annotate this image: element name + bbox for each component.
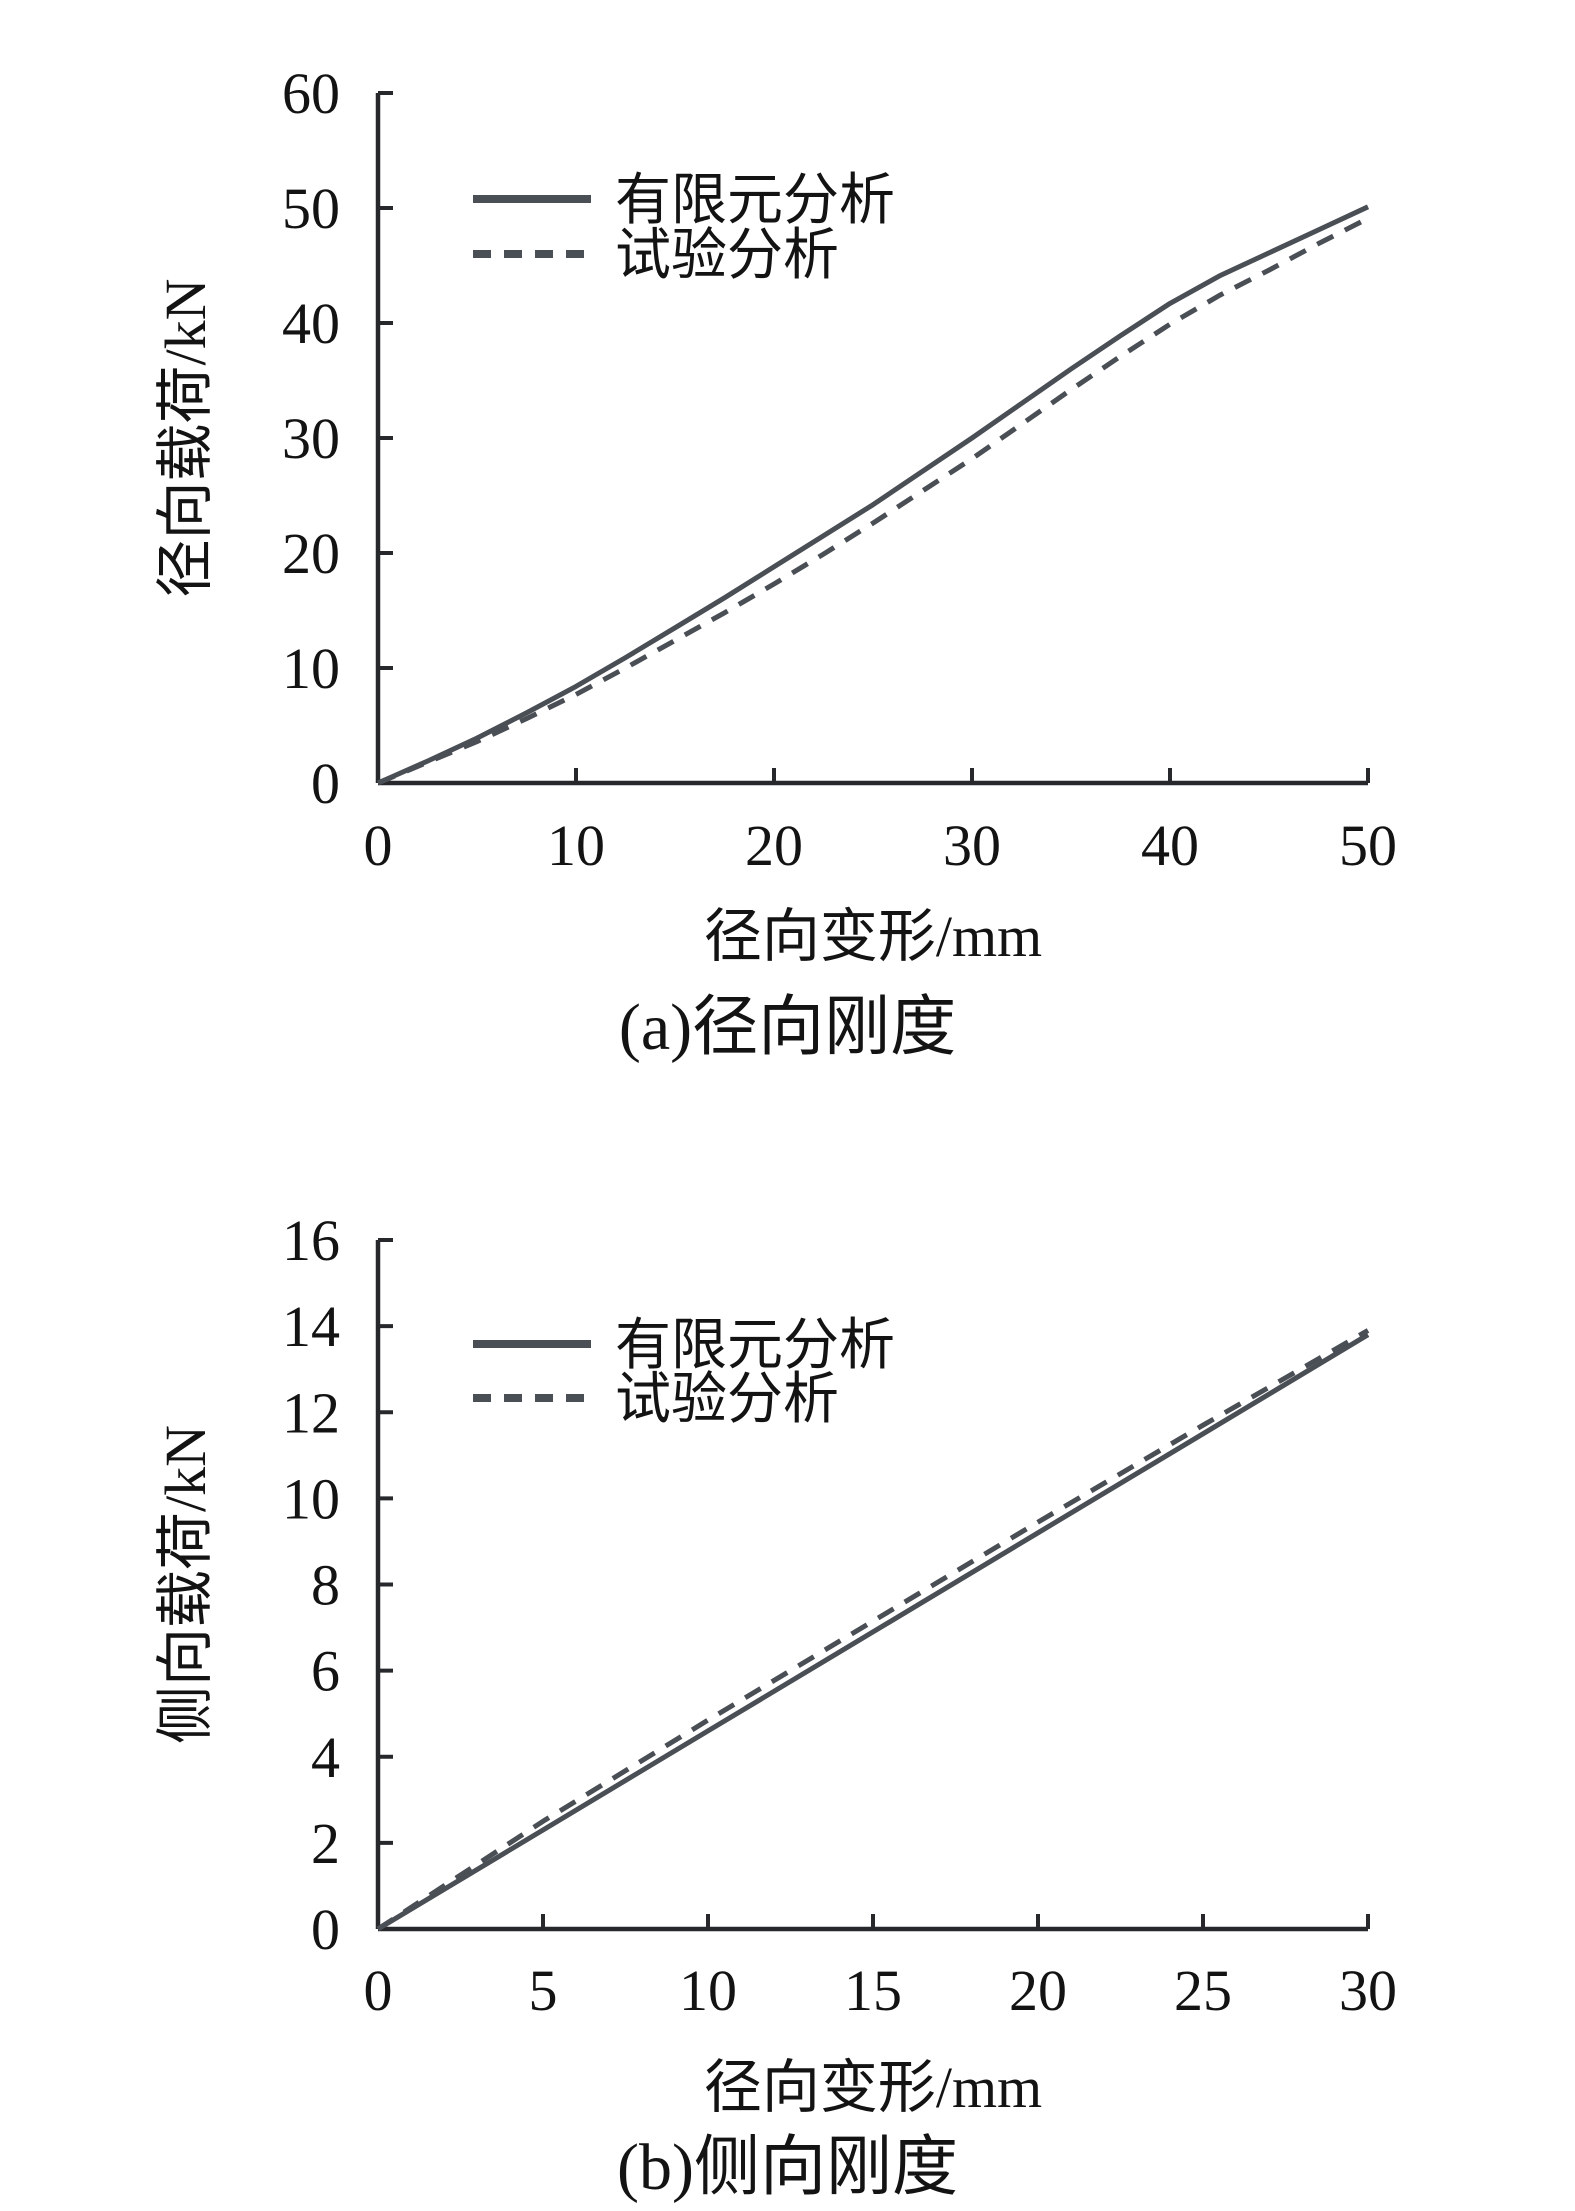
- legend-label: 试验分析: [615, 1369, 839, 1431]
- x-tick-label: 40: [1141, 813, 1199, 878]
- y-tick-label: 12: [282, 1380, 340, 1445]
- y-tick-label: 14: [282, 1294, 340, 1359]
- x-tick-label: 30: [1339, 1958, 1397, 2023]
- y-tick-label: 10: [282, 1466, 340, 1531]
- x-tick-label: 20: [745, 813, 803, 878]
- series-line-solid: [376, 204, 1370, 786]
- y-tick-label: 0: [311, 1897, 340, 1962]
- y-axis-title: 侧向载荷/kN: [153, 1425, 218, 1744]
- x-axis-title: 径向变形/mm: [704, 904, 1042, 969]
- y-tick-label: 30: [282, 406, 340, 471]
- radial-stiffness-chart: 0 10 20 30 40 50 0 10 20 30 40 50 60 有限元分析试验分析径向变形/mm…: [153, 61, 1397, 969]
- y-tick-label: 20: [282, 521, 340, 586]
- x-tick-label: 25: [1174, 1958, 1232, 2023]
- x-tick-label: 20: [1009, 1958, 1067, 2023]
- legend-label: 有限元分析: [615, 1315, 895, 1377]
- y-tick-label: 16: [282, 1208, 340, 1273]
- y-tick-label: 2: [311, 1811, 340, 1876]
- legend-label: 有限元分析: [615, 170, 895, 232]
- chart-a-caption: (a)径向刚度: [618, 991, 957, 1064]
- legend-label: 试验分析: [615, 225, 839, 287]
- y-tick-label: 50: [282, 176, 340, 241]
- series-line-solid: [376, 1332, 1370, 1932]
- x-axis-title: 径向变形/mm: [704, 2055, 1042, 2120]
- y-tick-label: 10: [282, 636, 340, 701]
- x-tick-label: 15: [844, 1958, 902, 2023]
- x-tick-label: 10: [547, 813, 605, 878]
- chart-b-caption: (b)侧向刚度: [617, 2131, 958, 2204]
- x-tick-label: 5: [529, 1958, 558, 2023]
- y-tick-label: 4: [311, 1725, 340, 1790]
- y-axis-title: 径向载荷/kN: [153, 278, 218, 597]
- x-tick-label: 30: [943, 813, 1001, 878]
- y-tick-label: 40: [282, 291, 340, 356]
- y-tick-label: 6: [311, 1639, 340, 1704]
- x-tick-label: 50: [1339, 813, 1397, 878]
- y-tick-label: 0: [311, 751, 340, 816]
- y-tick-label: 60: [282, 61, 340, 126]
- series-line-dashed: [377, 216, 1370, 786]
- lateral-stiffness-chart: 0 5 10 15 20 25 30 0 2 4 6 8 10 12 14 16 有限元分析试验分析径向变形/m…: [153, 1208, 1397, 2120]
- x-tick-label: 0: [364, 1958, 393, 2023]
- x-tick-label: 10: [679, 1958, 737, 2023]
- series-line-dashed: [376, 1328, 1370, 1932]
- x-tick-label: 0: [364, 813, 393, 878]
- y-tick-label: 8: [311, 1553, 340, 1618]
